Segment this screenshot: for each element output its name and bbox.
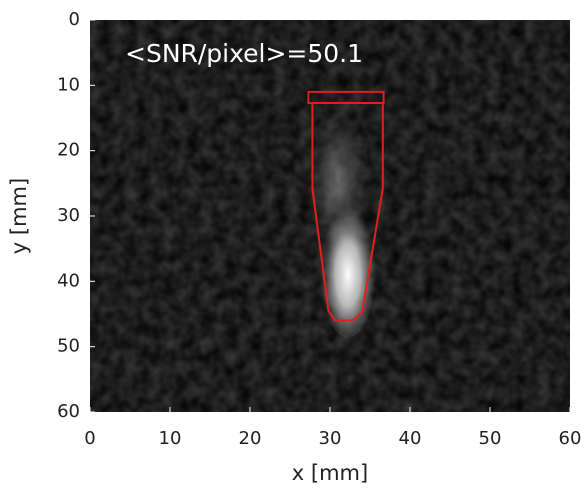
- x-tick-label: 0: [84, 428, 95, 449]
- annotation: <SNR/pixel>=50.1: [125, 39, 363, 68]
- y-tick-label: 60: [57, 401, 80, 422]
- y-tick-label: 50: [57, 336, 80, 357]
- x-axis-label: x [mm]: [292, 461, 368, 485]
- x-tick-label: 10: [159, 428, 182, 449]
- x-tick-label: 40: [399, 428, 422, 449]
- x-tick-label: 50: [479, 428, 502, 449]
- y-axis-label: y [mm]: [7, 178, 31, 254]
- y-tick-label: 40: [57, 270, 80, 291]
- y-tick-label: 0: [69, 9, 80, 30]
- x-tick-label: 60: [559, 428, 582, 449]
- roi-outline: [311, 101, 384, 322]
- y-tick-label: 30: [57, 205, 80, 226]
- y-tick-label: 10: [57, 74, 80, 95]
- y-tick-label: 20: [57, 140, 80, 161]
- x-tick-label: 20: [239, 428, 262, 449]
- image-signal: [320, 198, 376, 338]
- x-tick-label: 30: [319, 428, 342, 449]
